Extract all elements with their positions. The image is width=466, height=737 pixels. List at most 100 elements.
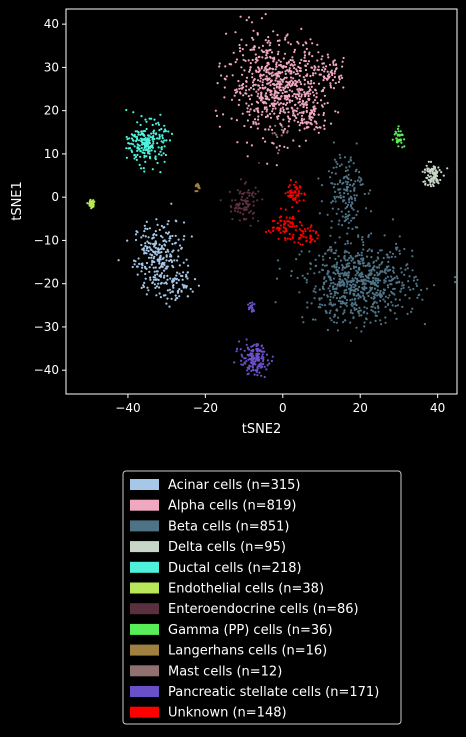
data-point <box>361 294 365 297</box>
data-point <box>145 142 148 146</box>
data-point <box>286 191 289 194</box>
data-point <box>282 102 285 106</box>
data-point <box>261 74 264 77</box>
data-point <box>279 207 282 210</box>
data-point <box>416 296 419 299</box>
data-point <box>252 122 255 125</box>
data-point <box>282 129 285 132</box>
y-tick-label: −10 <box>34 233 59 247</box>
legend-label: Gamma (PP) cells (n=36) <box>168 623 333 638</box>
data-point <box>365 317 368 320</box>
data-point <box>163 282 166 285</box>
data-point <box>239 92 242 95</box>
data-point <box>256 199 259 202</box>
data-point <box>149 242 152 245</box>
data-point <box>163 269 166 272</box>
data-point <box>154 266 157 269</box>
data-point <box>360 183 363 186</box>
data-point <box>403 138 406 141</box>
data-point <box>159 265 163 268</box>
data-point <box>329 86 333 89</box>
data-point <box>383 281 386 284</box>
data-point <box>365 307 369 310</box>
data-point <box>324 252 327 255</box>
data-point <box>299 104 302 107</box>
data-point <box>315 122 318 125</box>
data-point <box>326 249 329 252</box>
data-point <box>218 65 221 68</box>
data-point <box>162 294 165 297</box>
data-point <box>373 300 376 303</box>
data-point <box>151 281 154 285</box>
data-point <box>317 65 320 68</box>
data-point <box>371 303 374 306</box>
data-point <box>160 127 163 131</box>
data-point <box>247 303 250 306</box>
data-point <box>275 61 278 64</box>
data-point <box>366 312 369 315</box>
data-point <box>284 227 287 230</box>
data-point <box>165 259 168 262</box>
data-point <box>256 359 259 362</box>
data-point <box>262 78 265 81</box>
data-point <box>429 160 433 163</box>
data-point <box>312 229 315 232</box>
data-point <box>313 113 316 116</box>
data-point <box>148 155 152 158</box>
data-point <box>332 141 335 144</box>
data-point <box>170 255 173 258</box>
data-point <box>245 338 248 341</box>
data-point <box>284 103 287 106</box>
data-point <box>344 295 347 298</box>
data-point <box>332 265 335 268</box>
data-point <box>168 288 171 291</box>
data-point <box>291 59 294 62</box>
data-point <box>389 308 392 311</box>
data-point <box>347 160 350 163</box>
data-point <box>356 252 360 255</box>
data-point <box>347 280 350 283</box>
data-point <box>248 192 251 195</box>
data-point <box>344 259 347 262</box>
data-point <box>232 51 235 54</box>
data-point <box>331 207 334 210</box>
data-point <box>266 88 269 91</box>
data-point <box>342 265 345 268</box>
data-point <box>360 275 363 278</box>
data-point <box>349 156 352 159</box>
data-point <box>269 116 273 119</box>
data-point <box>378 264 381 267</box>
data-point <box>368 269 371 272</box>
data-point <box>375 301 378 304</box>
data-point <box>323 86 326 89</box>
data-point <box>298 69 301 72</box>
data-point <box>177 289 180 292</box>
data-point <box>322 288 325 291</box>
data-point <box>318 303 321 306</box>
data-point <box>257 122 260 125</box>
data-point <box>301 119 304 122</box>
data-point <box>353 216 356 220</box>
data-point <box>244 208 248 211</box>
data-point <box>359 309 362 312</box>
data-point <box>358 285 361 288</box>
data-point <box>136 231 139 234</box>
data-point <box>152 140 155 143</box>
data-point <box>275 96 278 99</box>
data-point <box>280 134 283 137</box>
data-point <box>299 80 302 84</box>
data-point <box>334 283 337 286</box>
data-point <box>305 278 308 281</box>
data-point <box>301 121 304 124</box>
data-point <box>277 59 280 62</box>
data-point <box>163 124 166 127</box>
data-point <box>350 309 353 312</box>
data-point <box>343 176 346 179</box>
data-point <box>140 115 143 118</box>
data-point <box>395 141 398 144</box>
data-point <box>370 296 373 299</box>
data-point <box>271 141 274 144</box>
data-point <box>349 195 353 198</box>
data-point <box>244 59 247 63</box>
data-point <box>334 200 337 203</box>
